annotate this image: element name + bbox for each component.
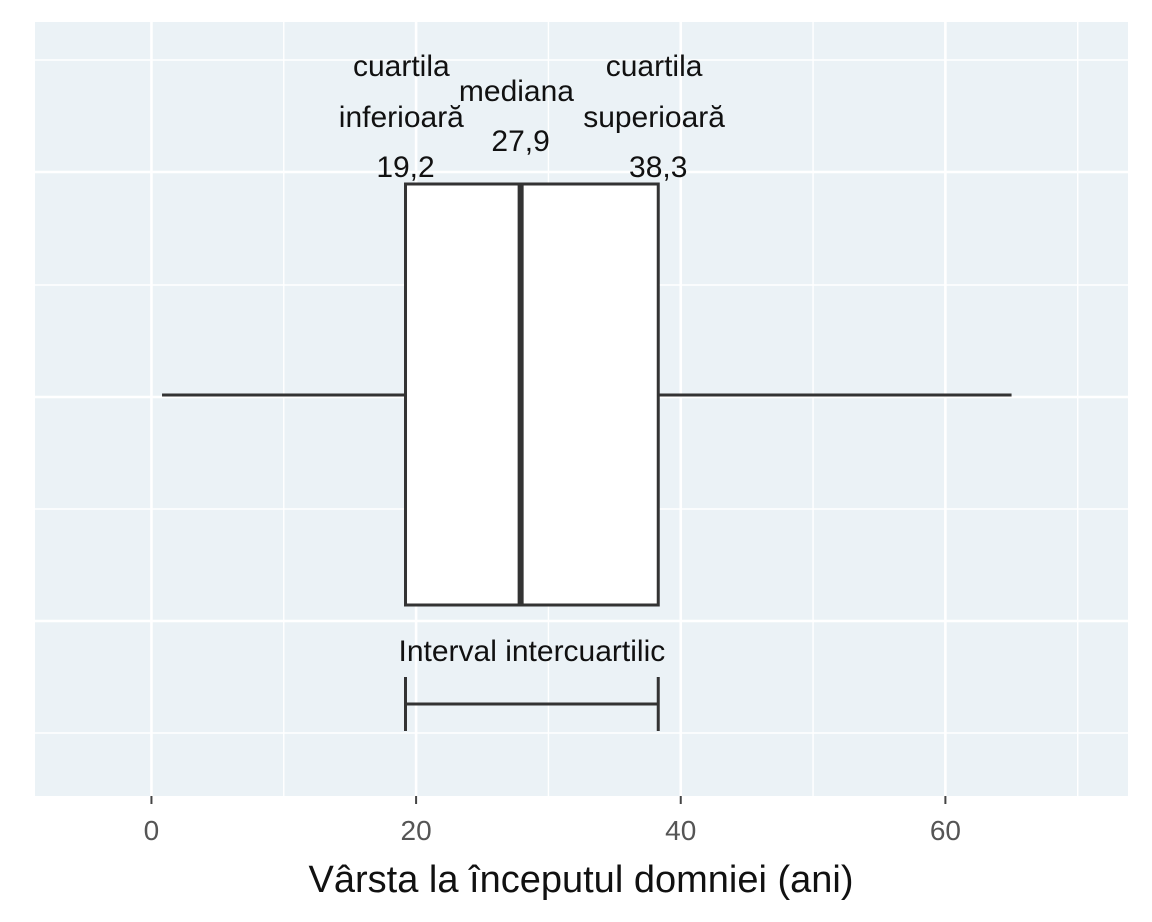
q1-annotation: cuartila inferioară 19,2 <box>339 50 472 184</box>
median-annotation-line-1: mediana <box>459 75 574 108</box>
x-tick-label: 40 <box>665 815 696 846</box>
q1-annotation-line-1: cuartila <box>353 50 450 83</box>
median-annotation: mediana 27,9 <box>459 75 582 158</box>
iqr-box <box>404 182 660 607</box>
q1-annotation-line-2: inferioară <box>339 101 464 134</box>
q3-annotation: cuartila superioară 38,3 <box>583 50 733 184</box>
x-tick-label: 60 <box>930 815 961 846</box>
q3-annotation-line-2: superioară <box>583 101 725 134</box>
x-axis-ticks: 0 20 40 60 <box>144 796 961 846</box>
q1-annotation-value: 19,2 <box>376 151 434 184</box>
iqr-annotation: Interval intercuartilic <box>398 635 665 668</box>
q3-annotation-line-1: cuartila <box>606 50 703 83</box>
median-annotation-value: 27,9 <box>491 125 549 158</box>
x-tick-label: 0 <box>144 815 160 846</box>
q3-annotation-value: 38,3 <box>629 151 687 184</box>
x-axis-title: Vârsta la începutul domniei (ani) <box>309 859 854 901</box>
x-tick-label: 20 <box>401 815 432 846</box>
